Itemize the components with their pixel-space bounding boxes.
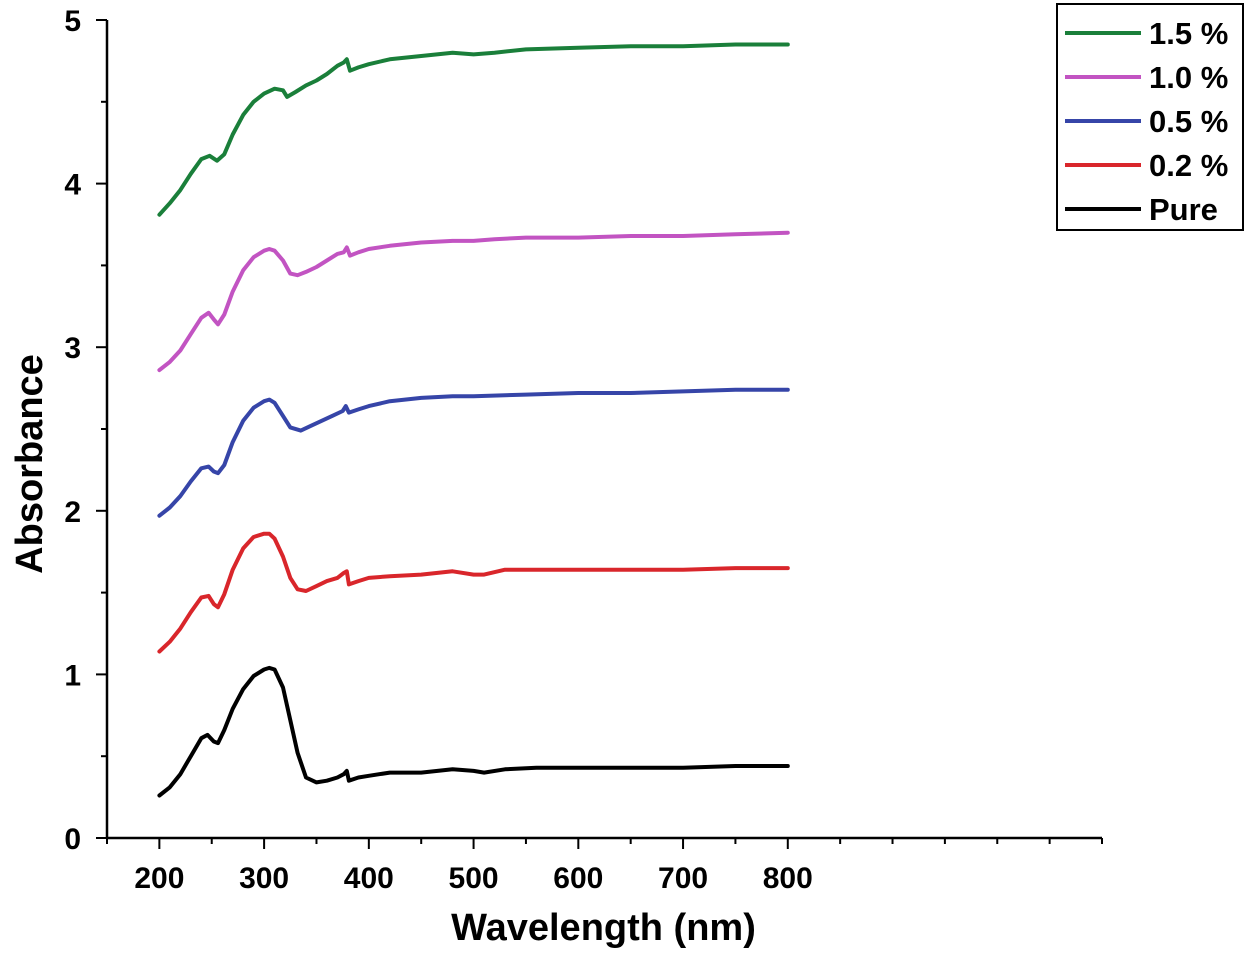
legend-label: 0.5 % — [1149, 104, 1228, 139]
y-tick-label: 2 — [64, 496, 81, 529]
legend: 1.5 % 1.0 % 0.5 % 0.2 % Pure — [1056, 3, 1244, 231]
x-tick-label: 800 — [763, 862, 813, 895]
y-tick-label: 3 — [64, 332, 81, 365]
y-axis-ticks: 0 1 2 3 4 5 — [64, 5, 107, 856]
legend-label: Pure — [1149, 192, 1218, 227]
plot-area — [157, 42, 790, 798]
series-line-0-5 — [157, 387, 790, 518]
legend-label: 1.0 % — [1149, 60, 1228, 95]
y-tick-label: 1 — [64, 659, 81, 692]
x-tick-label: 700 — [658, 862, 708, 895]
x-tick-label: 500 — [449, 862, 499, 895]
series-line-pure — [157, 665, 790, 798]
y-tick-label: 4 — [64, 169, 81, 202]
legend-label: 1.5 % — [1149, 16, 1228, 51]
series-line-0-2 — [157, 531, 790, 654]
x-tick-label: 600 — [553, 862, 603, 895]
x-tick-label: 300 — [239, 862, 289, 895]
y-tick-label: 0 — [64, 823, 81, 856]
y-tick-label: 5 — [64, 5, 81, 38]
x-tick-label: 200 — [134, 862, 184, 895]
legend-label: 0.2 % — [1149, 148, 1228, 183]
legend-box — [1056, 3, 1244, 231]
x-tick-label: 400 — [344, 862, 394, 895]
series-line-1-0 — [157, 230, 790, 373]
series-line-1-5 — [157, 42, 790, 217]
x-axis-ticks: 200 300 400 500 600 700 800 — [106, 838, 1103, 895]
x-axis-title: Wavelength (nm) — [451, 907, 756, 949]
y-axis-title: Absorbance — [9, 354, 51, 574]
axes — [105, 20, 1102, 840]
